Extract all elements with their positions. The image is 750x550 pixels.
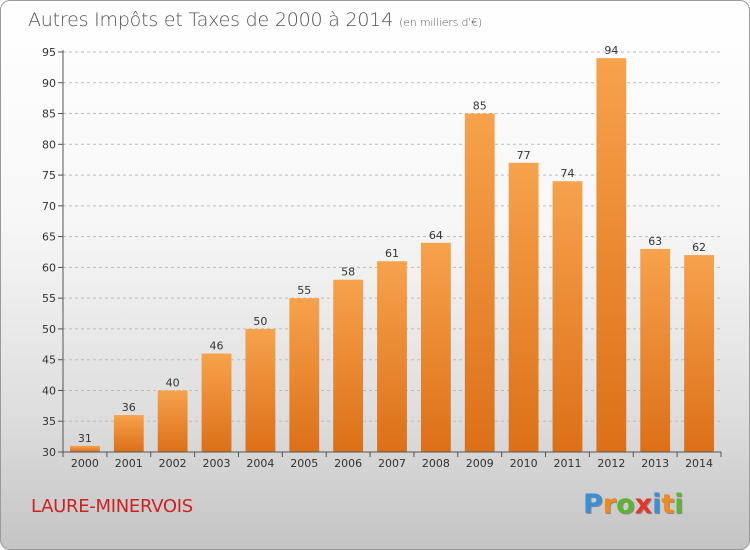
y-tick-label: 70: [42, 200, 56, 213]
data-label: 58: [341, 266, 355, 279]
data-label: 77: [517, 149, 531, 162]
data-label: 55: [297, 284, 311, 297]
chart-title: Autres Impôts et Taxes de 2000 à 2014 (en…: [28, 9, 482, 31]
bar-2003: [201, 353, 232, 452]
bar-2012: [596, 58, 627, 453]
bars: [70, 58, 714, 453]
bar-2011: [552, 181, 583, 452]
y-tick-label: 40: [42, 384, 56, 397]
y-tick-label: 35: [42, 415, 56, 428]
y-tick-label: 45: [42, 354, 56, 367]
bar-2001: [113, 415, 144, 452]
y-tick-label: 55: [42, 292, 56, 305]
y-tick-label: 95: [42, 46, 56, 59]
x-tick-label: 2009: [466, 457, 494, 470]
x-tick-label: 2007: [378, 457, 406, 470]
data-label: 36: [122, 401, 136, 414]
data-label: 46: [210, 340, 224, 353]
data-label: 31: [78, 432, 92, 445]
bar-2000: [70, 445, 100, 452]
bar-2005: [289, 298, 320, 452]
y-tick-label: 90: [42, 77, 56, 90]
data-label: 74: [560, 167, 574, 180]
x-tick-label: 2002: [159, 457, 187, 470]
x-tick-label: 2013: [641, 457, 669, 470]
data-label: 40: [166, 376, 180, 389]
x-tick-label: 2011: [553, 457, 581, 470]
y-tick-label: 75: [42, 169, 56, 182]
bar-2004: [245, 328, 276, 452]
x-tick-label: 2006: [334, 457, 362, 470]
data-label: 94: [604, 44, 618, 57]
y-tick-label: 60: [42, 261, 56, 274]
y-tick-label: 80: [42, 138, 56, 151]
labels: 2000 31 2001 36 2002 40 2003 46 2004 50 2005 55 2006…: [71, 44, 713, 470]
x-tick-label: 2001: [115, 457, 143, 470]
chart-subtitle: (en milliers d'€): [399, 16, 482, 29]
chart-title-text: Autres Impôts et Taxes de 2000 à 2014: [28, 9, 394, 31]
x-tick-label: 2004: [246, 457, 274, 470]
y-tick-label: 85: [42, 108, 56, 121]
logo-letter: i: [674, 489, 684, 520]
x-tick-label: 2003: [203, 457, 231, 470]
bar-2010: [508, 162, 539, 452]
data-label: 85: [473, 100, 487, 113]
x-tick-label: 2012: [597, 457, 625, 470]
x-tick-label: 2005: [290, 457, 318, 470]
bar-2009: [464, 113, 495, 453]
y-tick-label: 50: [42, 323, 56, 336]
bar-2008: [420, 242, 451, 452]
bar-2014: [684, 255, 714, 452]
data-label: 64: [429, 229, 443, 242]
axes: 30 35 40 45 50 55 60 65 70 75 80 85 90 95: [42, 46, 722, 459]
logo-letter: o: [616, 489, 635, 520]
logo-letter: i: [652, 489, 662, 520]
bar-2007: [377, 261, 407, 452]
bar-2006: [333, 279, 364, 452]
logo-letter: t: [661, 489, 675, 520]
y-tick-label: 65: [42, 231, 56, 244]
data-label: 61: [385, 247, 399, 260]
y-tick-label: 30: [42, 446, 56, 459]
x-tick-label: 2000: [71, 457, 99, 470]
logo-letter: x: [634, 489, 653, 520]
data-label: 63: [648, 235, 662, 248]
x-tick-label: 2008: [422, 457, 450, 470]
logo-letter: P: [583, 489, 603, 520]
bar-2013: [640, 248, 671, 452]
logo-letter: r: [602, 489, 617, 520]
commune-name: LAURE-MINERVOIS: [31, 496, 193, 517]
x-tick-label: 2010: [510, 457, 538, 470]
data-label: 50: [253, 315, 267, 328]
data-label: 62: [692, 241, 706, 254]
bar-2002: [157, 390, 188, 452]
proxiti-logo[interactable]: Proxiti: [583, 489, 684, 520]
x-tick-label: 2014: [685, 457, 713, 470]
